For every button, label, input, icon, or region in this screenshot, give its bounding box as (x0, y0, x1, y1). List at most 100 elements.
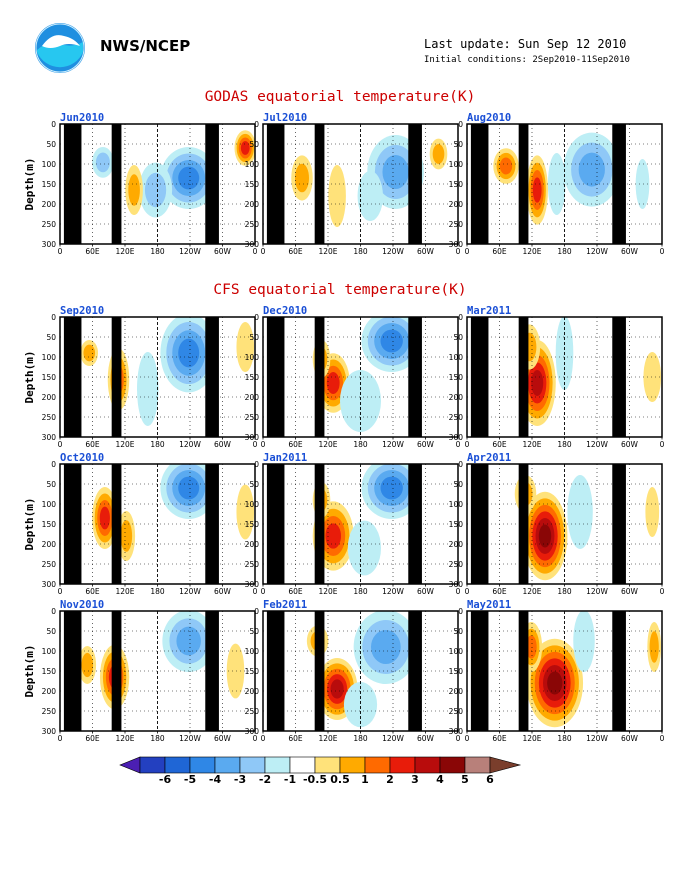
panel-label: Aug2010 (467, 112, 511, 124)
x-tick-label: 120E (522, 734, 541, 743)
anomaly-contour (645, 487, 660, 537)
x-tick-label: 120W (179, 734, 201, 743)
y-tick-label: 50 (453, 480, 463, 489)
x-tick-label: 60E (288, 247, 303, 256)
anomaly-contour (226, 643, 245, 699)
x-tick-label: 60E (288, 587, 303, 596)
x-tick-label: 120W (179, 440, 201, 449)
anomaly-contour (95, 152, 110, 173)
x-tick-label: 120W (382, 247, 404, 256)
colorbar-tick-label: 0.5 (330, 773, 350, 786)
y-tick-label: 150 (245, 520, 260, 529)
y-tick-label: 250 (42, 413, 57, 422)
colorbar-swatch (389, 756, 416, 774)
x-tick-label: 120W (586, 247, 608, 256)
x-tick-label: 120E (115, 734, 134, 743)
x-tick-label: 60W (621, 734, 639, 743)
anomaly-contour (144, 172, 167, 208)
x-tick-label: 60W (621, 440, 639, 449)
x-tick-label: 180 (557, 734, 572, 743)
anomaly-contour (531, 370, 544, 396)
colorbar-tick-label: -4 (209, 773, 222, 786)
organization-name: NWS/NCEP (100, 37, 191, 55)
x-tick-label: 0 (660, 734, 665, 743)
y-axis-label: Depth(m) (23, 645, 36, 698)
panel-grid: Jun2010 0 60E 120E 180 120W 60W 0 0 50 100 150 200 25… (23, 112, 665, 743)
x-tick-label: 60E (85, 440, 100, 449)
x-tick-label: 0 (465, 440, 470, 449)
colorbar-swatch (339, 756, 366, 774)
y-tick-label: 250 (245, 560, 260, 569)
anomaly-contour (649, 631, 659, 663)
y-tick-label: 0 (51, 120, 56, 129)
y-axis-label: Depth(m) (23, 158, 36, 211)
y-tick-label: 0 (254, 120, 259, 129)
panel-label: Oct2010 (60, 452, 104, 464)
anomaly-contour (347, 520, 381, 576)
anomaly-contour (547, 153, 566, 215)
y-tick-label: 150 (245, 667, 260, 676)
y-tick-label: 300 (449, 580, 464, 589)
x-tick-label: 180 (353, 440, 368, 449)
x-tick-label: 120E (115, 440, 134, 449)
x-tick-label: 0 (660, 440, 665, 449)
x-tick-label: 120E (115, 587, 134, 596)
y-tick-label: 100 (42, 160, 57, 169)
x-tick-label: 60E (85, 587, 100, 596)
anomaly-contour (178, 476, 200, 500)
anomaly-field (63, 464, 255, 584)
x-tick-label: 180 (150, 247, 165, 256)
anomaly-contour (567, 475, 593, 549)
noaa-logo (35, 23, 85, 73)
colorbar-swatch (214, 756, 241, 774)
x-tick-label: 60W (621, 587, 639, 596)
y-tick-label: 300 (42, 727, 57, 736)
x-tick-label: 0 (465, 734, 470, 743)
anomaly-contour (382, 155, 409, 189)
anomaly-contour (325, 523, 341, 549)
y-tick-label: 250 (42, 220, 57, 229)
panel-Oct2010: Oct2010 0 60E 120E 180 120W 60W 0 0 50 100 150 200 25… (23, 452, 258, 596)
colorbar-swatch (314, 756, 341, 774)
x-tick-label: 0 (456, 587, 461, 596)
x-tick-label: 60E (492, 247, 507, 256)
panel-label: Jun2010 (60, 112, 104, 124)
y-tick-label: 200 (245, 687, 260, 696)
anomaly-contour (643, 352, 662, 402)
colorbar-max-arrow (489, 756, 522, 774)
y-tick-label: 100 (449, 160, 464, 169)
panel-label: Nov2010 (60, 599, 104, 611)
colorbar-boxes (119, 756, 522, 774)
colorbar-tick-label: 6 (486, 773, 494, 786)
x-tick-label: 60E (85, 247, 100, 256)
anomaly-contour (499, 157, 513, 175)
y-tick-label: 0 (458, 607, 463, 616)
x-tick-label: 60W (417, 440, 435, 449)
anomaly-contour (538, 524, 552, 548)
colorbar-swatch (189, 756, 216, 774)
y-tick-label: 250 (449, 560, 464, 569)
y-tick-label: 50 (46, 140, 56, 149)
x-tick-label: 180 (150, 734, 165, 743)
x-tick-label: 180 (353, 247, 368, 256)
y-tick-label: 0 (458, 313, 463, 322)
anomaly-contour (137, 352, 159, 426)
y-tick-label: 300 (449, 727, 464, 736)
anomaly-contour (432, 144, 445, 164)
colorbar-swatch (439, 756, 466, 774)
x-tick-label: 120E (522, 440, 541, 449)
anomaly-contour (526, 635, 537, 659)
y-tick-label: 200 (42, 687, 57, 696)
y-tick-label: 300 (449, 433, 464, 442)
anomaly-contour (532, 177, 542, 203)
anomaly-contour (236, 484, 255, 540)
anomaly-contour (120, 520, 133, 552)
anomaly-contour (240, 141, 250, 155)
x-tick-label: 0 (261, 587, 266, 596)
anomaly-field (470, 317, 662, 437)
x-tick-label: 60W (417, 247, 435, 256)
x-tick-label: 0 (456, 247, 461, 256)
